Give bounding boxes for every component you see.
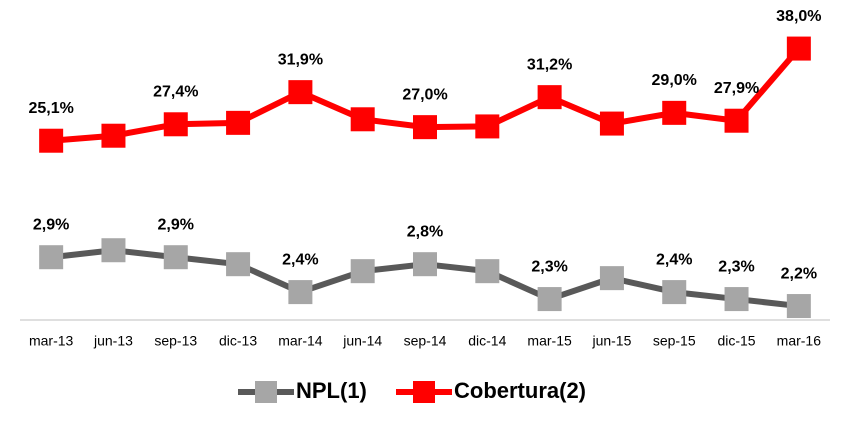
- data-label: 25,1%: [28, 100, 73, 117]
- marker: [288, 80, 313, 105]
- data-label: 29,0%: [652, 72, 697, 89]
- marker: [786, 294, 811, 319]
- marker: [537, 287, 562, 312]
- x-tick-label: dic-14: [468, 333, 506, 349]
- x-tick-label: mar-16: [777, 333, 822, 349]
- data-label: 31,9%: [278, 51, 323, 68]
- marker: [413, 115, 437, 140]
- legend-label: NPL(1): [296, 378, 367, 403]
- marker: [475, 114, 500, 139]
- legend-marker: [413, 381, 435, 403]
- marker: [101, 238, 126, 263]
- data-label: 2,8%: [407, 223, 443, 240]
- marker: [475, 259, 500, 284]
- marker: [226, 252, 251, 277]
- marker: [724, 287, 749, 312]
- x-tick-label: sep-15: [653, 333, 696, 349]
- data-label: 2,9%: [158, 216, 194, 233]
- x-tick-label: jun-15: [591, 333, 631, 349]
- marker: [226, 110, 251, 135]
- data-label: 2,4%: [282, 251, 318, 268]
- marker: [163, 245, 188, 270]
- x-tick-label: dic-13: [219, 333, 257, 349]
- x-tick-label: jun-13: [93, 333, 133, 349]
- marker: [163, 112, 188, 137]
- data-label: 27,0%: [402, 86, 447, 103]
- marker: [599, 111, 624, 136]
- legend-label: Cobertura(2): [454, 378, 586, 403]
- marker: [662, 100, 687, 125]
- x-tick-label: sep-14: [404, 333, 447, 349]
- data-label: 27,4%: [153, 84, 198, 101]
- marker: [39, 245, 64, 270]
- marker: [101, 123, 126, 148]
- marker: [662, 280, 687, 305]
- x-tick-label: dic-15: [717, 333, 755, 349]
- data-label: 2,3%: [718, 258, 754, 275]
- legend-marker: [255, 381, 277, 403]
- x-tick-label: mar-13: [29, 333, 74, 349]
- marker: [786, 36, 811, 61]
- data-label: 2,3%: [531, 258, 567, 275]
- marker: [288, 280, 313, 305]
- x-tick-label: mar-15: [527, 333, 572, 349]
- data-label: 38,0%: [776, 8, 821, 25]
- marker: [350, 259, 375, 284]
- marker: [724, 108, 749, 133]
- marker: [537, 85, 562, 110]
- data-label: 31,2%: [527, 56, 572, 73]
- data-label: 27,9%: [714, 80, 759, 97]
- x-tick-label: mar-14: [278, 333, 323, 349]
- marker: [413, 252, 437, 277]
- marker: [350, 107, 375, 132]
- x-tick-label: sep-13: [154, 333, 197, 349]
- marker: [39, 128, 64, 153]
- data-label: 2,4%: [656, 251, 692, 268]
- x-tick-label: jun-14: [342, 333, 382, 349]
- data-label: 2,9%: [33, 216, 69, 233]
- data-label: 2,2%: [781, 265, 817, 282]
- marker: [599, 266, 624, 291]
